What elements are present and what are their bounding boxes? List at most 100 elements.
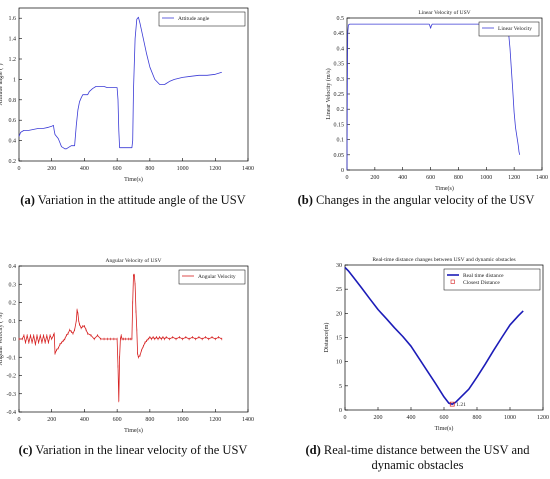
y-tick-label: -0.1: [7, 355, 17, 361]
legend-box: [178, 269, 246, 285]
y-tick-label: 0.25: [334, 92, 345, 98]
y-tick-label: 1: [13, 77, 16, 83]
y-tick-label: 0: [341, 168, 344, 174]
y-tick-label: 0.3: [9, 282, 17, 288]
y-tick-label: 0.8: [9, 98, 17, 104]
x-tick-label: 1200: [209, 166, 221, 172]
y-tick-label: 30: [336, 263, 342, 269]
caption-a: (a) Variation in the attitude angle of t…: [8, 193, 258, 208]
caption-b: (b) Changes in the angular velocity of t…: [282, 193, 550, 208]
x-tick-label: 800: [473, 415, 482, 421]
y-tick-label: 0.15: [334, 122, 345, 128]
caption-b-text: Changes in the angular velocity of the U…: [312, 193, 535, 207]
y-tick-label: 25: [336, 287, 342, 293]
x-tick-label: 1000: [504, 415, 516, 421]
x-tick-label: 600: [426, 175, 435, 181]
caption-a-letter: (a): [20, 193, 35, 207]
x-axis-label: Time(s): [435, 185, 454, 192]
chart-b: 0 200 400 600 800 1000 1200 1400 0 0.05 0.1 0.15 0.2…: [325, 9, 548, 192]
x-tick-label: 0: [344, 415, 347, 421]
legend: Angular Velocity: [178, 269, 246, 285]
y-axis-label: Angular Velocity (°/s): [0, 313, 4, 366]
chart-a: 0 200 400 600 800 1000 1200 1400 0.2 0.4 0.6 0.8 1 1.…: [0, 7, 254, 183]
x-tick-label: 1400: [242, 166, 254, 172]
legend-marker: [450, 279, 455, 284]
y-tick-label: -0.4: [7, 410, 17, 416]
x-tick-label: 800: [145, 166, 154, 172]
y-axis-label: Linear Velocity (m/s): [325, 68, 332, 119]
legend-label: Linear Velocity: [498, 26, 532, 32]
x-tick-label: 600: [113, 417, 122, 423]
caption-c: (c) Variation in the linear velocity of …: [8, 443, 258, 458]
chart-d: 0 200 400 600 800 1000 1200 0 5 10 15 20 25 30 Time(s)…: [323, 257, 549, 432]
x-tick-label: 400: [407, 415, 416, 421]
y-axis-label: Attitude angle (°): [0, 63, 4, 105]
x-tick-label: 800: [454, 175, 463, 181]
y-tick-label: 15: [336, 336, 342, 342]
series-line-0: [18, 16, 222, 150]
legend: Linear Velocity: [478, 21, 540, 37]
legend-label: Real time distance: [463, 273, 504, 279]
y-tick-label: 0.2: [9, 159, 17, 165]
legend-box: [478, 21, 540, 37]
data-point-closest: [449, 401, 455, 407]
x-tick-label: 200: [47, 166, 56, 172]
chart-title: Angular Velocity of USV: [106, 257, 162, 264]
x-tick-label: 400: [398, 175, 407, 181]
x-tick-label: 400: [80, 166, 89, 172]
y-tick-label: 20: [336, 311, 342, 317]
x-tick-label: 1000: [480, 175, 492, 181]
annotation-label: 1.21: [456, 402, 466, 408]
caption-c-text: Variation in the linear velocity of the …: [32, 443, 248, 457]
caption-b-letter: (b): [297, 193, 313, 207]
chart-c: 0 200 400 600 800 1000 1200 1400 -0.4 -0.3 -0.2 -0.…: [0, 257, 254, 434]
y-tick-label: -0.2: [7, 374, 17, 380]
x-tick-label: 800: [145, 417, 154, 423]
x-tick-label: 1200: [537, 415, 549, 421]
x-tick-label: 200: [47, 417, 56, 423]
y-tick-label: 5: [339, 384, 342, 390]
x-tick-label: 1200: [209, 417, 221, 423]
caption-c-letter: (c): [18, 443, 33, 457]
y-axis-label: Distance(m): [323, 323, 330, 353]
legend-label: Angular Velocity: [198, 274, 236, 280]
y-tick-label: 0.2: [337, 107, 345, 113]
series-line-0: [346, 23, 521, 171]
chart-title: Linear Velocity of USV: [418, 9, 470, 16]
x-axis-label: Time(s): [435, 425, 454, 432]
y-tick-label: 0.4: [9, 139, 17, 145]
y-tick-label: 0: [13, 337, 16, 343]
x-tick-label: 200: [370, 175, 379, 181]
y-tick-label: 0.05: [334, 153, 345, 159]
caption-d-text: Real-time distance between the USV and d…: [320, 443, 530, 472]
legend-box: [443, 268, 541, 291]
x-tick-label: 1400: [242, 417, 254, 423]
y-tick-label: 10: [336, 360, 342, 366]
x-tick-label: 400: [80, 417, 89, 423]
y-tick-label: 0.1: [9, 319, 17, 325]
x-tick-label: 600: [440, 415, 449, 421]
plot-area-frame: [18, 7, 249, 162]
x-tick-label: 1000: [177, 417, 189, 423]
y-tick-label: 0.4: [9, 264, 17, 270]
y-tick-label: -0.3: [7, 392, 17, 398]
x-tick-label: 0: [18, 417, 21, 423]
series-line-0: [344, 266, 524, 406]
y-tick-label: 0: [339, 408, 342, 414]
y-tick-label: 0.3: [337, 77, 345, 83]
y-tick-label: 1.4: [9, 37, 17, 43]
x-tick-label: 1200: [508, 175, 520, 181]
legend-box: [158, 11, 246, 27]
y-tick-label: 0.35: [334, 62, 345, 68]
x-tick-label: 200: [374, 415, 383, 421]
legend-label: Closest Distance: [463, 280, 500, 286]
x-tick-label: 1000: [177, 166, 189, 172]
y-tick-label: 0.5: [337, 16, 345, 22]
legend: Attitude angle: [158, 11, 246, 27]
y-tick-label: 0.1: [337, 138, 345, 144]
y-tick-label: 0.2: [9, 301, 17, 307]
y-tick-label: 1.6: [9, 16, 17, 22]
x-axis-label: Time(s): [124, 176, 143, 183]
x-tick-label: 1400: [536, 175, 548, 181]
y-tick-label: 0.45: [334, 31, 345, 37]
